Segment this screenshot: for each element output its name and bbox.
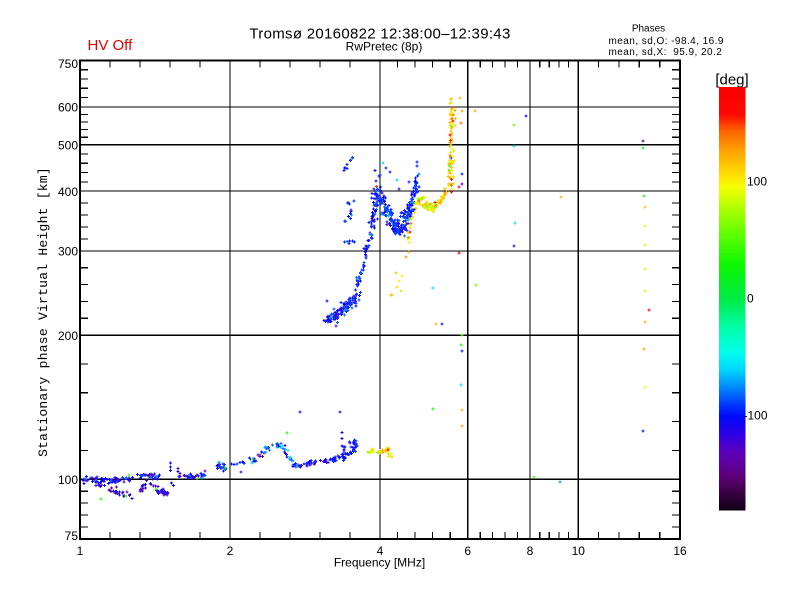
- svg-text:-100: -100: [744, 409, 768, 423]
- svg-text:10: 10: [572, 544, 586, 558]
- svg-text:6: 6: [464, 544, 471, 558]
- svg-text:500: 500: [58, 139, 78, 153]
- svg-text:Phases: Phases: [632, 23, 665, 34]
- svg-text:400: 400: [58, 185, 78, 199]
- svg-text:600: 600: [58, 101, 78, 115]
- svg-text:0: 0: [747, 292, 754, 306]
- svg-text:300: 300: [58, 245, 78, 259]
- svg-text:75: 75: [65, 529, 79, 543]
- svg-text:mean, sd,O: -98.4, 16.9: mean, sd,O: -98.4, 16.9: [609, 36, 724, 47]
- svg-text:100: 100: [58, 473, 78, 487]
- svg-text:HV Off: HV Off: [88, 37, 134, 54]
- svg-text:1: 1: [77, 544, 84, 558]
- svg-text:750: 750: [58, 57, 78, 71]
- svg-text:Tromsø 20160822 12:38:00–12:39: Tromsø 20160822 12:38:00–12:39:43: [249, 25, 510, 42]
- svg-text:mean, sd,X: 95.9, 20.2: mean, sd,X: 95.9, 20.2: [609, 47, 723, 58]
- svg-text:16: 16: [673, 544, 687, 558]
- svg-text:Frequency [MHz]: Frequency [MHz]: [334, 556, 425, 570]
- svg-text:4: 4: [377, 544, 384, 558]
- svg-text:[deg]: [deg]: [715, 72, 748, 89]
- svg-text:RwPretec (8p): RwPretec (8p): [346, 40, 423, 54]
- svg-text:100: 100: [747, 175, 767, 189]
- svg-text:Stationary phase Virtual Heigh: Stationary phase Virtual Height [km]: [36, 167, 51, 457]
- svg-text:8: 8: [527, 544, 534, 558]
- svg-text:200: 200: [58, 329, 78, 343]
- svg-text:2: 2: [227, 544, 234, 558]
